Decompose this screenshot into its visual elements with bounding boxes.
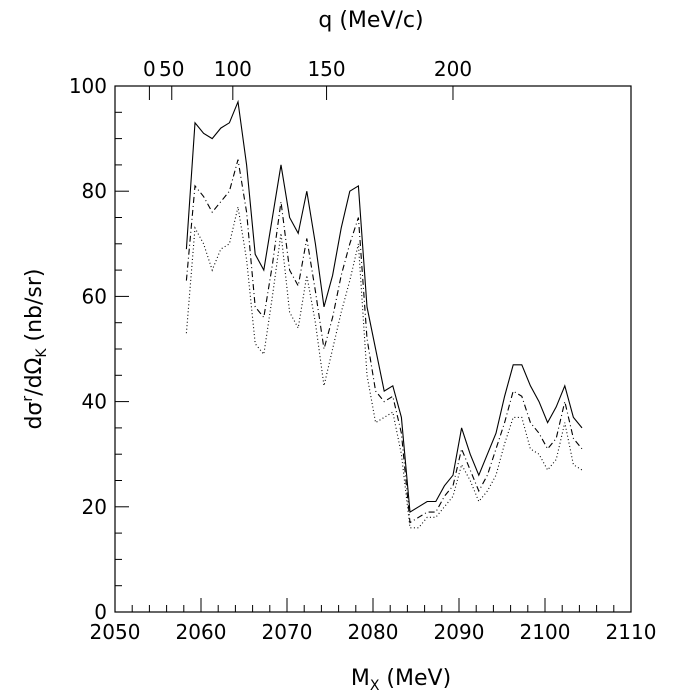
- y-axis-title-main: dσ: [22, 402, 47, 430]
- axis-tick-labels: 2050 2060 2070 2080 2090 2100 2110 0 20 40 60 80 100…: [69, 57, 657, 644]
- top-tick-label: 200: [434, 57, 472, 81]
- series-solid-line: [185, 99, 583, 514]
- y-axis-title-mid: /dΩ: [22, 358, 47, 396]
- y-axis-title-sup: r: [20, 396, 36, 402]
- x-tick-label: 2110: [606, 620, 657, 644]
- y-axis-title-unit: (nb/sr): [22, 268, 47, 348]
- y-axis-title: dσr/dΩK (nb/sr): [20, 268, 50, 429]
- x-tick-label: 2070: [262, 620, 313, 644]
- x-axis-title-unit: (MeV): [379, 666, 451, 691]
- y-axis-title-sub: K: [34, 348, 50, 358]
- top-tick-label: 100: [214, 57, 252, 81]
- x-axis-title: MX (MeV): [351, 666, 451, 694]
- y-tick-label: 20: [82, 495, 107, 519]
- x-axis-title-sub: X: [370, 678, 380, 694]
- x-tick-label: 2080: [348, 620, 399, 644]
- top-tick-label: 0: [143, 57, 156, 81]
- series-layer: [185, 99, 583, 529]
- y-tick-label: 0: [94, 600, 107, 624]
- top-axis-title: q (MeV/c): [318, 8, 423, 33]
- y-tick-label: 100: [69, 74, 107, 98]
- top-tick-label: 150: [307, 57, 345, 81]
- top-tick-label: 50: [159, 57, 184, 81]
- x-axis-title-main: M: [351, 666, 370, 691]
- x-tick-label: 2090: [434, 620, 485, 644]
- x-tick-label: 2060: [176, 620, 227, 644]
- axis-ticks: [114, 85, 632, 613]
- y-tick-label: 80: [82, 179, 107, 203]
- y-tick-label: 60: [82, 284, 107, 308]
- x-tick-label: 2100: [520, 620, 571, 644]
- y-tick-label: 40: [82, 390, 107, 414]
- x-tick-label: 2050: [90, 620, 141, 644]
- series-dash-dot-line: [185, 159, 583, 524]
